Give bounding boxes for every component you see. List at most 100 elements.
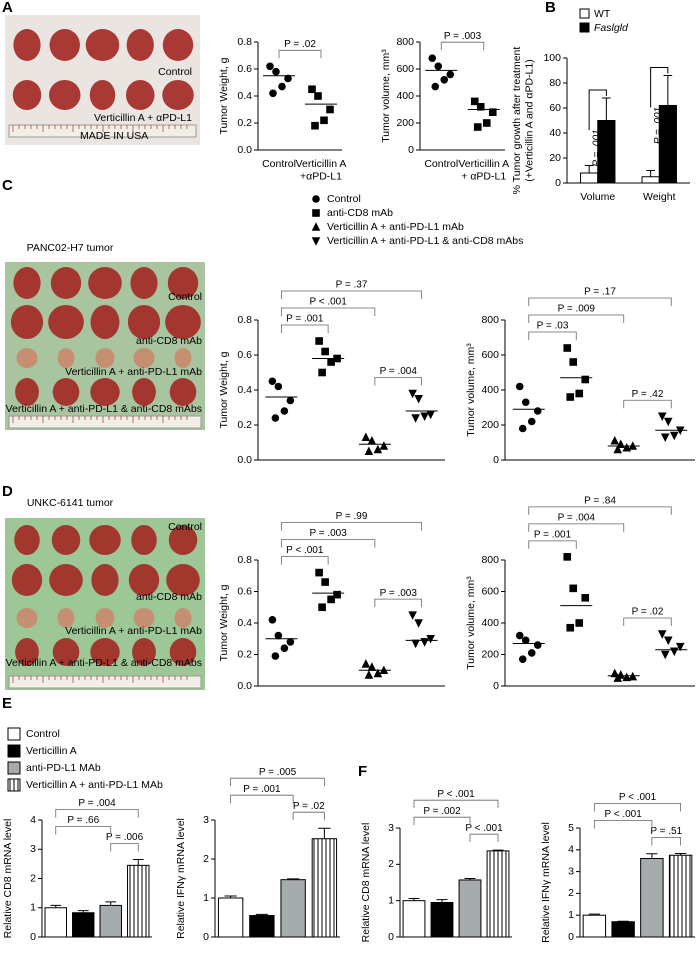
y-tick-label: 800: [396, 36, 414, 48]
p-label: P = .001: [653, 107, 664, 144]
tumor: [130, 267, 158, 299]
tumor: [89, 80, 116, 110]
dot: [663, 636, 673, 646]
error-bar: [584, 165, 594, 173]
dot: [411, 639, 420, 649]
y-tick-label: 400: [396, 90, 414, 102]
dot: [364, 446, 374, 456]
dot: [321, 347, 329, 356]
dot: [566, 393, 575, 401]
y-tick-label: 1: [30, 902, 36, 914]
tumor: [50, 267, 82, 299]
dot: [373, 668, 383, 678]
photo-label: Control: [168, 291, 202, 303]
bar: [44, 907, 67, 938]
dot: [533, 641, 542, 649]
p-label: P < .001: [309, 297, 347, 308]
dot: [521, 636, 530, 645]
dot: [408, 389, 417, 399]
dot: [420, 412, 429, 422]
p-bracket: [469, 833, 499, 843]
tumor: [126, 29, 154, 61]
tumor: [85, 29, 120, 61]
tumor: [169, 638, 197, 666]
y-axis-title: Relative CD8 mRNA level: [360, 823, 372, 943]
legend-marker: [312, 195, 320, 203]
y-tick-label: 0.4: [237, 90, 252, 102]
x-tick-label: Verticillin A +αPD-L1: [296, 158, 347, 182]
p-label: P = .02: [293, 801, 325, 812]
tumor: [12, 80, 42, 110]
dot: [488, 108, 497, 116]
dot: [446, 70, 455, 79]
dot: [669, 647, 679, 657]
tumor: [14, 525, 40, 555]
p-label: P = .003: [444, 31, 482, 42]
x-tick-label: Weight: [643, 191, 676, 203]
legend-label: anti-PD-L1 MAb: [26, 762, 101, 774]
y-tick-label: 0: [555, 177, 561, 189]
dot: [280, 644, 289, 652]
p-bracket: [280, 324, 329, 333]
dot: [575, 619, 584, 627]
tumor: [48, 305, 84, 339]
ruler: [8, 124, 197, 138]
bar: [640, 858, 664, 938]
p-bracket: [528, 506, 672, 515]
p-label: P = .006: [106, 832, 144, 843]
bar: [217, 897, 244, 938]
y-axis-title: Tumor volume, mm³: [465, 343, 477, 437]
dot: [428, 54, 437, 62]
p-bracket: [413, 799, 499, 809]
tumor: [49, 564, 83, 596]
photo-label: Verticillin A + anti-PD-L1 mAb: [65, 366, 202, 378]
dot: [367, 435, 377, 445]
y-tick-label: 0.0: [237, 454, 252, 466]
tumor: [127, 305, 161, 339]
legend-swatch: [7, 778, 21, 792]
y-tick-label: 0.6: [237, 63, 252, 75]
y-tick-label: 0.6: [237, 349, 252, 361]
error-bar: [436, 899, 448, 903]
p-label: P = .03: [537, 321, 569, 332]
y-tick-label: 800: [481, 554, 499, 566]
bar: [580, 172, 599, 184]
y-tick-label: 0: [568, 931, 574, 943]
dot: [575, 389, 584, 398]
p-label: P = .004: [380, 366, 418, 377]
p-label: P = .99: [336, 511, 368, 522]
p-bracket: [528, 523, 625, 532]
p-bracket: [278, 49, 322, 59]
dot: [315, 568, 323, 577]
tumor: [166, 564, 200, 596]
dot: [581, 594, 590, 602]
dot: [610, 435, 620, 445]
tumor: [131, 525, 157, 555]
p-label: P = .001: [243, 784, 281, 795]
y-tick-label: 200: [481, 419, 499, 431]
y-tick-label: 0.2: [237, 117, 252, 129]
dot: [271, 414, 280, 422]
y-tick-label: 0.2: [237, 648, 252, 660]
p-label: P = .005: [259, 767, 297, 778]
dot: [563, 553, 572, 561]
dot: [434, 62, 443, 71]
dot: [675, 642, 685, 652]
p-label: P = .02: [632, 607, 664, 618]
y-tick-label: 0.2: [237, 419, 252, 431]
y-tick-label: 3: [203, 814, 209, 826]
dot: [518, 655, 527, 664]
tumor: [15, 638, 39, 666]
error-bar: [287, 878, 300, 880]
dot: [476, 103, 485, 111]
p-label: P = .02: [284, 39, 316, 50]
legend-label: Verticillin A + anti-PD-L1 MAb: [26, 779, 163, 791]
tumor: [168, 525, 198, 555]
p-bracket: [528, 331, 577, 340]
x-tick-label: Verticillin A + αPD-L1: [458, 158, 509, 182]
y-tick-label: 0.8: [237, 36, 252, 48]
dot: [321, 578, 329, 586]
p-bracket: [588, 89, 607, 130]
bar: [611, 921, 635, 938]
